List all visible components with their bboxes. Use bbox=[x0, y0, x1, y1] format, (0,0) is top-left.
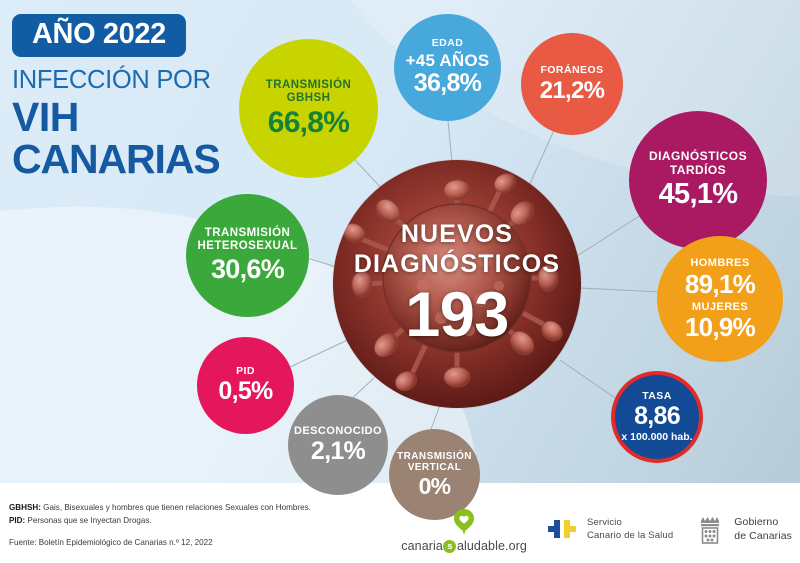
bubble-desconocido[interactable]: DESCONOCIDO 2,1% bbox=[288, 395, 388, 495]
gobierno-canarias-crown-icon bbox=[701, 517, 720, 544]
bubble-pid-label: PID bbox=[236, 365, 255, 378]
bubble-desconocido-value: 2,1% bbox=[310, 437, 366, 466]
connector-tasa bbox=[559, 359, 619, 401]
bubble-gbhsh-label-2: GBHSH bbox=[286, 91, 331, 104]
bubble-transmision-gbhsh[interactable]: TRANSMISIÓN GBHSH 66,8% bbox=[239, 39, 378, 178]
bubble-tasa-sub: x 100.000 hab. bbox=[621, 431, 693, 444]
logo-word-part2: aludable bbox=[456, 539, 506, 553]
bubble-foraneos-value: 21,2% bbox=[539, 76, 605, 104]
footnote-gbhsh-key: GBHSH: bbox=[9, 502, 41, 512]
connector-vertical bbox=[429, 404, 441, 433]
logo-word-part1: canaria bbox=[401, 539, 443, 553]
bubble-gbhsh-value: 66,8% bbox=[267, 105, 350, 139]
title-line-vih: VIH bbox=[12, 94, 79, 141]
bubble-tasa-value: 8,86 bbox=[634, 401, 681, 430]
year-badge: AÑO 2022 bbox=[12, 14, 186, 57]
bubble-hombres-mujeres[interactable]: HOMBRES 89,1% MUJERES 10,9% bbox=[657, 236, 783, 362]
footer-source: Fuente: Boletín Epidemiológico de Canari… bbox=[9, 537, 213, 547]
connector-foraneos bbox=[527, 127, 556, 189]
bubble-vertical-label-2: VERTICAL bbox=[407, 462, 462, 474]
bubble-edad-label-1: EDAD bbox=[431, 37, 464, 50]
logo-gobierno-canarias[interactable]: Gobierno de Canarias bbox=[693, 513, 792, 547]
logo-canariasaludable[interactable]: canaria s aludable .org bbox=[401, 507, 527, 553]
connector-sexo bbox=[579, 287, 661, 293]
title-block: AÑO 2022 INFECCIÓN POR VIH CANARIAS bbox=[12, 14, 247, 180]
footer-notes: GBHSH: Gais, Bisexuales y hombres que ti… bbox=[9, 501, 311, 549]
logo-servicio-canario-salud[interactable]: Servicio Canario de la Salud bbox=[547, 515, 673, 545]
footnote-pid-key: PID: bbox=[9, 516, 26, 526]
footnote-gbhsh: GBHSH: Gais, Bisexuales y hombres que ti… bbox=[9, 501, 311, 514]
bubble-hetero-value: 30,6% bbox=[210, 254, 285, 285]
servicio-canario-cross-icon bbox=[547, 520, 576, 538]
bubble-desconocido-label: DESCONOCIDO bbox=[293, 425, 383, 438]
footnote-pid: PID: Personas que se Inyectan Drogas. bbox=[9, 514, 311, 527]
bubble-transmision-heterosexual[interactable]: TRANSMISIÓN HETEROSEXUAL 30,6% bbox=[186, 194, 309, 317]
bubble-tardios-label-2: TARDÍOS bbox=[669, 162, 727, 177]
central-label-line1: NUEVOS bbox=[400, 220, 514, 249]
bubble-hombres-label: HOMBRES bbox=[690, 257, 750, 270]
logo-servicio-text: Servicio Canario de la Salud bbox=[587, 517, 673, 543]
bubble-hetero-label-2: HETEROSEXUAL bbox=[197, 240, 298, 253]
connector-tardios bbox=[576, 214, 642, 257]
bubble-gbhsh-label-1: TRANSMISIÓN bbox=[265, 78, 352, 91]
logo-servicio-line1: Servicio bbox=[586, 517, 622, 529]
bubble-vertical-value: 0% bbox=[418, 472, 452, 499]
connector-edad bbox=[447, 120, 453, 163]
bubble-hombres-value: 89,1% bbox=[684, 268, 756, 299]
bubble-mujeres-value: 10,9% bbox=[684, 312, 756, 343]
bubble-foraneos-label: FORÁNEOS bbox=[540, 63, 604, 76]
central-virus-text: NUEVOS DIAGNÓSTICOS 193 bbox=[333, 160, 581, 408]
bubble-tasa-label: TASA bbox=[642, 389, 672, 402]
bubble-mujeres-label: MUJERES bbox=[691, 300, 749, 313]
logo-canariasaludable-wordmark: canaria s aludable .org bbox=[401, 539, 527, 553]
bubble-diagnosticos-tardios[interactable]: DIAGNÓSTICOS TARDÍOS 45,1% bbox=[629, 111, 767, 249]
bubble-edad-value: 36,8% bbox=[413, 69, 482, 98]
central-label-line2: DIAGNÓSTICOS bbox=[353, 249, 561, 278]
central-value: 193 bbox=[405, 280, 509, 351]
title-line-canarias: CANARIAS bbox=[12, 136, 221, 183]
logo-gobierno-line2: de Canarias bbox=[734, 530, 792, 542]
bubble-tardios-label-1: DIAGNÓSTICOS bbox=[648, 149, 748, 164]
logo-word-tld: .org bbox=[505, 539, 527, 553]
logo-gobierno-text: Gobierno de Canarias bbox=[734, 516, 792, 543]
bubble-tasa[interactable]: TASA 8,86 x 100.000 hab. bbox=[611, 371, 703, 463]
bubble-tardios-value: 45,1% bbox=[658, 178, 738, 211]
logo-gobierno-line1: Gobierno bbox=[734, 516, 779, 529]
virus-spikes-illustration bbox=[342, 173, 563, 392]
title-line-infeccion: INFECCIÓN POR bbox=[12, 66, 211, 94]
logo-s-chip: s bbox=[443, 539, 457, 553]
footnote-pid-text: Personas que se Inyectan Drogas. bbox=[25, 516, 152, 526]
bubble-transmision-vertical[interactable]: TRANSMISIÓN VERTICAL 0% bbox=[389, 429, 480, 520]
bubble-pid[interactable]: PID 0,5% bbox=[197, 337, 294, 434]
connector-pid bbox=[287, 335, 357, 369]
bubble-edad-label-2: +45 AÑOS bbox=[405, 51, 490, 71]
bubble-vertical-label-1: TRANSMISIÓN bbox=[397, 450, 472, 462]
footnote-gbhsh-text: Gais, Bisexuales y hombres que tienen re… bbox=[40, 502, 311, 512]
bubble-foraneos[interactable]: FORÁNEOS 21,2% bbox=[521, 33, 623, 135]
central-virus-graphic: NUEVOS DIAGNÓSTICOS 193 bbox=[333, 160, 581, 408]
bubble-edad[interactable]: EDAD +45 AÑOS 36,8% bbox=[394, 14, 501, 121]
bubble-hetero-label-1: TRANSMISIÓN bbox=[204, 227, 291, 240]
map-pin-heart-icon bbox=[454, 509, 475, 535]
logo-servicio-line2: Canario de la Salud bbox=[586, 530, 674, 541]
logo-row: canaria s aludable .org Servicio bbox=[401, 507, 792, 553]
bubble-pid-value: 0,5% bbox=[218, 377, 273, 406]
